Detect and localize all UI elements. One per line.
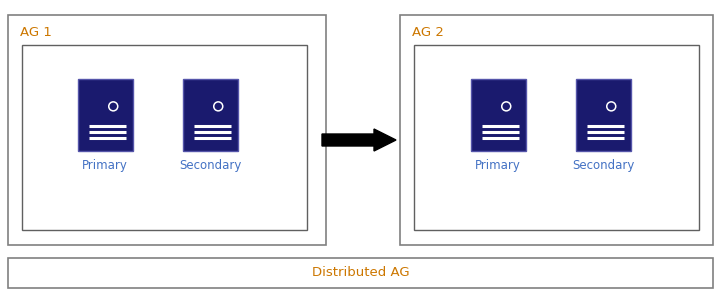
Bar	[414, 45, 699, 230]
Text: Primary: Primary	[82, 159, 128, 172]
Text: Secondary: Secondary	[572, 159, 634, 172]
Text: Secondary: Secondary	[179, 159, 242, 172]
Bar	[8, 15, 326, 245]
Bar	[575, 79, 630, 151]
Bar	[471, 79, 526, 151]
Text: AG 1: AG 1	[20, 27, 52, 39]
Bar	[22, 45, 307, 230]
Text: Distributed AG: Distributed AG	[311, 266, 410, 279]
Bar	[400, 15, 713, 245]
Bar	[8, 258, 713, 288]
Text: AG 2: AG 2	[412, 27, 444, 39]
FancyArrow shape	[322, 129, 396, 151]
Text: Primary: Primary	[475, 159, 521, 172]
Bar	[182, 79, 237, 151]
Bar	[77, 79, 133, 151]
